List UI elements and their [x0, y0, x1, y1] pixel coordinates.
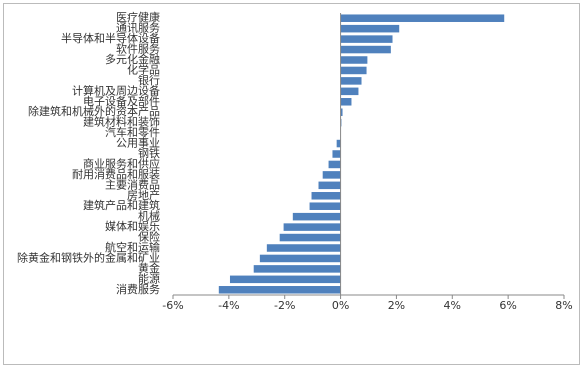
bar — [341, 46, 391, 54]
bar — [341, 35, 393, 43]
bar — [312, 192, 341, 200]
x-tick-label: 0% — [332, 299, 349, 312]
bar — [319, 182, 341, 190]
bar — [341, 98, 352, 106]
bar — [341, 14, 505, 22]
x-tick-label: 8% — [555, 299, 572, 312]
bar — [267, 244, 341, 252]
x-tick-label: -6% — [162, 299, 183, 312]
bar — [337, 140, 341, 148]
x-tick-label: 4% — [444, 299, 461, 312]
bar — [284, 223, 341, 231]
bar — [254, 265, 341, 273]
y-tick-label: 消费服务 — [116, 282, 160, 296]
bar — [341, 56, 368, 64]
bar — [280, 234, 341, 242]
bar — [341, 67, 367, 75]
bar — [329, 161, 341, 169]
bar — [341, 88, 359, 96]
bar — [341, 77, 362, 85]
bar — [260, 255, 341, 263]
x-tick-label: -2% — [274, 299, 295, 312]
bar — [293, 213, 341, 221]
bar — [230, 276, 341, 284]
bar — [310, 202, 341, 210]
bar — [323, 171, 341, 179]
bar — [219, 286, 341, 294]
x-tick-label: 2% — [388, 299, 405, 312]
bar — [341, 25, 400, 33]
x-tick-label: 6% — [499, 299, 516, 312]
bar — [332, 150, 340, 158]
x-tick-label: -4% — [218, 299, 239, 312]
